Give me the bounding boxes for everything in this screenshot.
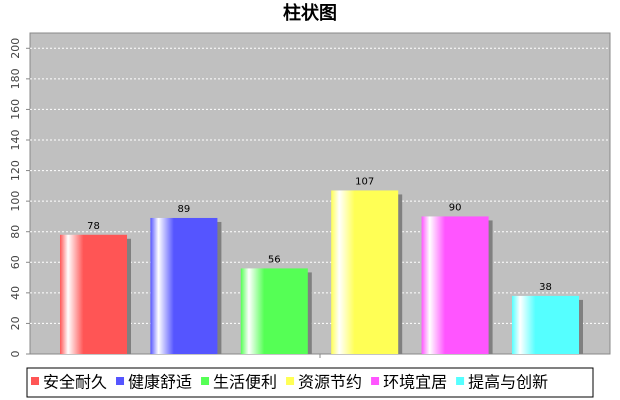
value-label: 107 xyxy=(355,176,374,187)
value-label: 89 xyxy=(178,204,191,215)
legend-label: 生活便利 xyxy=(213,373,277,392)
y-tick-label: 40 xyxy=(9,286,22,300)
y-tick-label: 100 xyxy=(9,191,22,212)
y-tick-label: 80 xyxy=(9,225,22,239)
legend-swatch xyxy=(286,377,295,385)
y-tick-label: 200 xyxy=(9,38,22,59)
legend-swatch xyxy=(371,377,380,385)
legend-label: 资源节约 xyxy=(298,373,362,392)
value-label: 78 xyxy=(87,221,100,232)
y-tick-label: 0 xyxy=(9,351,22,358)
y-tick-label: 20 xyxy=(9,316,22,330)
legend-swatch xyxy=(456,377,465,385)
value-label: 38 xyxy=(539,282,552,293)
chart-title: 柱状图 xyxy=(283,2,337,24)
bar xyxy=(331,190,399,354)
y-tick-label: 60 xyxy=(9,255,22,269)
bar xyxy=(512,295,579,354)
y-tick-label: 180 xyxy=(9,68,22,89)
bar xyxy=(150,217,218,354)
bar xyxy=(240,268,308,354)
legend-label: 健康舒适 xyxy=(128,373,192,392)
value-label: 56 xyxy=(268,254,281,265)
legend-label: 环境宜居 xyxy=(383,373,447,392)
legend-swatch xyxy=(116,377,125,385)
legend-label: 安全耐久 xyxy=(43,373,107,392)
value-label: 90 xyxy=(449,202,462,213)
y-tick-label: 140 xyxy=(9,130,22,151)
y-tick-label: 120 xyxy=(9,160,22,181)
bar xyxy=(421,216,489,354)
legend-swatch xyxy=(201,377,210,385)
legend-swatch xyxy=(31,377,39,385)
y-tick-label: 160 xyxy=(9,99,22,120)
bar xyxy=(60,234,127,354)
legend-label: 提高与创新 xyxy=(468,373,548,392)
